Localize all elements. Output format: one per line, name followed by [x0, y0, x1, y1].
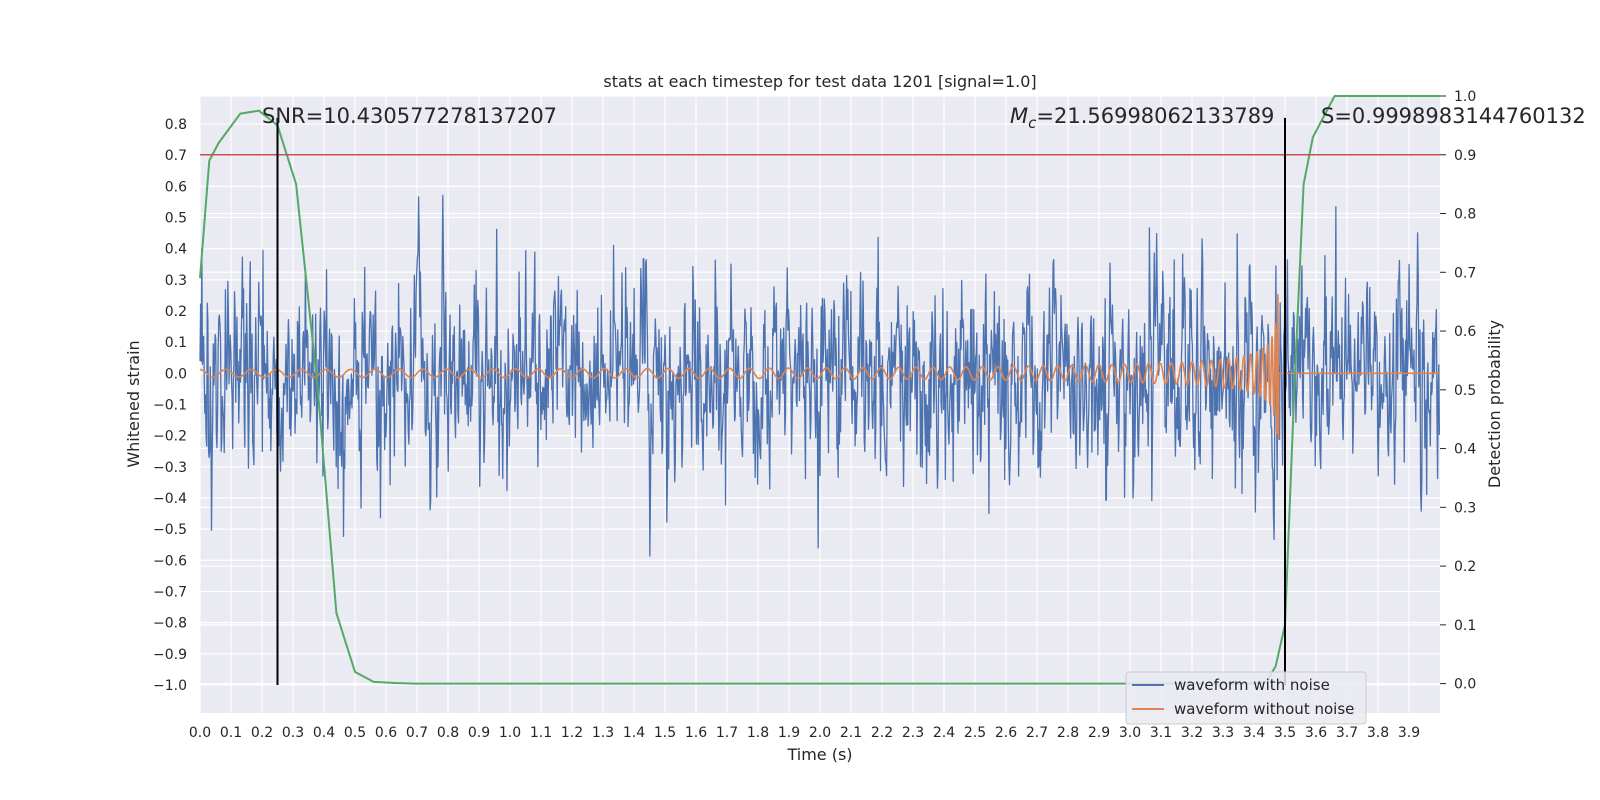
- x-tick-label: 3.6: [1305, 725, 1327, 741]
- chirp-mass-subscript: c: [1028, 114, 1037, 132]
- y2-tick-label: 0.4: [1454, 442, 1476, 458]
- x-tick-label: 1.8: [747, 725, 769, 741]
- x-tick-label: 3.0: [1119, 725, 1141, 741]
- y-tick-label: 0.6: [165, 179, 187, 195]
- snr-annotation: SNR=10.430577278137207: [262, 104, 557, 128]
- x-tick-label: 2.9: [1088, 725, 1110, 741]
- x-tick-label: 2.5: [964, 725, 986, 741]
- x-tick-label: 2.2: [871, 725, 893, 741]
- x-tick-label: 0.4: [313, 725, 335, 741]
- y-tick-label: −0.3: [153, 460, 187, 476]
- y-tick-label: 0.1: [165, 335, 187, 351]
- y-axis-label: Whitened strain: [124, 340, 143, 467]
- y2-tick-label: 0.5: [1454, 383, 1476, 399]
- x-tick-label: 1.0: [499, 725, 521, 741]
- legend-label-noise: waveform with noise: [1174, 676, 1330, 694]
- y2-tick-label: 0.1: [1454, 618, 1476, 634]
- y2-tick-label: 0.8: [1454, 207, 1476, 223]
- x-tick-label: 1.5: [654, 725, 676, 741]
- y-tick-label: 0.5: [165, 211, 187, 227]
- x-tick-label: 1.9: [778, 725, 800, 741]
- x-axis-label: Time (s): [786, 745, 852, 764]
- x-tick-label: 3.2: [1181, 725, 1203, 741]
- x-tick-label: 3.4: [1243, 725, 1265, 741]
- x-tick-label: 0.5: [344, 725, 366, 741]
- y-tick-label: −0.9: [153, 647, 187, 663]
- y2-tick-label: 0.6: [1454, 324, 1476, 340]
- legend-label-clean: waveform without noise: [1174, 700, 1354, 718]
- y-tick-label: 0.8: [165, 117, 187, 133]
- x-tick-label: 1.3: [592, 725, 614, 741]
- x-tick-label: 2.6: [995, 725, 1017, 741]
- x-tick-label: 0.2: [251, 725, 273, 741]
- y-tick-label: −0.2: [153, 429, 187, 445]
- y2-axis-label: Detection probability: [1485, 320, 1504, 488]
- y2-tick-label: 1.0: [1454, 89, 1476, 105]
- waveform-with-noise-line: [199, 194, 1441, 557]
- series-waveform-with-noise: [199, 194, 1441, 557]
- x-tick-label: 3.7: [1336, 725, 1358, 741]
- legend-box: [1125, 671, 1367, 725]
- y-tick-label: 0.4: [165, 242, 187, 258]
- y-tick-label: −0.4: [153, 491, 187, 507]
- s-annotation: S=0.9998983144760132: [1321, 104, 1586, 128]
- x-tick-label: 1.7: [716, 725, 738, 741]
- y-tick-label: 0.2: [165, 304, 187, 320]
- y-tick-label: −1.0: [153, 678, 187, 694]
- y2-axis-ticks: 1.0 0.9 0.8 0.7 0.6 0.5 0.4 0.3 0.2 0.1 0.0: [1440, 89, 1476, 693]
- y-tick-label: 0.0: [165, 366, 187, 382]
- x-tick-label: 0.6: [375, 725, 397, 741]
- x-tick-label: 2.7: [1026, 725, 1048, 741]
- chirp-mass-symbol: M: [1010, 104, 1028, 128]
- series-detection-probability: [199, 95, 1440, 685]
- x-tick-label: 3.9: [1398, 725, 1420, 741]
- x-tick-label: 0.7: [406, 725, 428, 741]
- reference-lines: [200, 117, 1440, 685]
- x-tick-label: 3.5: [1274, 725, 1296, 741]
- x-tick-label: 1.2: [561, 725, 583, 741]
- x-axis-ticks: 0.0 0.1 0.2 0.3 0.4 0.5 0.6 0.7 0.8 0.9 1.0 1.1 1.2 1…: [189, 725, 1420, 741]
- x-tick-label: 3.8: [1367, 725, 1389, 741]
- y-tick-label: 0.3: [165, 273, 187, 289]
- y2-tick-label: 0.3: [1454, 500, 1476, 516]
- x-tick-label: 0.3: [282, 725, 304, 741]
- chart-title: stats at each timestep for test data 120…: [603, 72, 1036, 91]
- x-tick-label: 0.8: [437, 725, 459, 741]
- x-tick-label: 1.4: [623, 725, 645, 741]
- x-tick-label: 0.0: [189, 725, 211, 741]
- detection-probability-line: [199, 95, 1440, 685]
- y-tick-label: 0.7: [165, 148, 187, 164]
- x-tick-label: 2.4: [933, 725, 955, 741]
- chirp-mass-annotation: Mc=21.56998062133789: [1010, 104, 1274, 132]
- legend: waveform with noise waveform without noi…: [1125, 671, 1367, 725]
- y-tick-label: −0.6: [153, 553, 187, 569]
- chirp-mass-value: =21.56998062133789: [1036, 104, 1274, 128]
- y-axis-ticks: 0.8 0.7 0.6 0.5 0.4 0.3 0.2 0.1 0.0 −0.1 −0.2 −0.3 −…: [153, 117, 187, 694]
- y-tick-label: −0.7: [153, 584, 187, 600]
- y2-tick-label: 0.9: [1454, 148, 1476, 164]
- x-tick-label: 1.1: [530, 725, 552, 741]
- x-tick-label: 2.3: [902, 725, 924, 741]
- x-tick-label: 0.9: [468, 725, 490, 741]
- x-tick-label: 0.1: [220, 725, 242, 741]
- y-tick-label: −0.5: [153, 522, 187, 538]
- x-tick-label: 2.8: [1057, 725, 1079, 741]
- x-tick-label: 2.1: [840, 725, 862, 741]
- x-tick-label: 3.1: [1150, 725, 1172, 741]
- waveform-without-noise-line: [199, 293, 1441, 440]
- x-tick-label: 2.0: [809, 725, 831, 741]
- x-tick-label: 3.3: [1212, 725, 1234, 741]
- y2-tick-label: 0.2: [1454, 559, 1476, 575]
- y-tick-label: −0.8: [153, 616, 187, 632]
- x-tick-label: 1.6: [685, 725, 707, 741]
- y-tick-label: −0.1: [153, 398, 187, 414]
- y2-tick-label: 0.7: [1454, 265, 1476, 281]
- series-waveform-without-noise: [199, 293, 1441, 440]
- y2-tick-label: 0.0: [1454, 677, 1476, 693]
